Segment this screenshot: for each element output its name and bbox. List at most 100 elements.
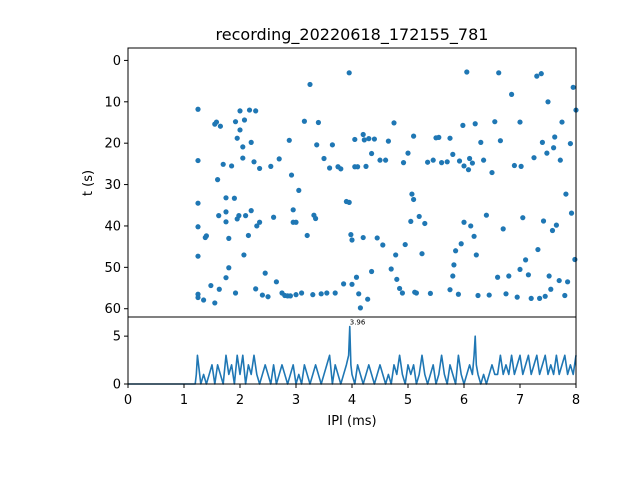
scatter-point: [399, 290, 405, 296]
histogram-y-axis: 05: [113, 330, 128, 393]
scatter-point: [286, 137, 292, 143]
scatter-point: [461, 163, 467, 169]
scatter-point: [360, 131, 366, 138]
scatter-point: [557, 157, 563, 163]
scatter-point: [548, 286, 554, 292]
scatter-point: [565, 279, 571, 285]
scatter-y-tick-label: 10: [104, 95, 121, 110]
scatter-y-axis-label: t (s): [81, 170, 96, 196]
histogram-x-tick-label: 6: [460, 393, 468, 408]
scatter-point: [369, 150, 375, 157]
scatter-point: [503, 291, 509, 297]
scatter-point: [544, 150, 550, 156]
scatter-point: [324, 290, 330, 296]
scatter-point: [394, 276, 400, 282]
scatter-point: [393, 252, 399, 258]
scatter-point: [385, 138, 391, 144]
scatter-point: [369, 268, 375, 275]
scatter-point: [451, 262, 457, 268]
scatter-point: [447, 287, 453, 293]
scatter-point: [251, 159, 257, 165]
scatter-point: [425, 159, 431, 165]
scatter-point: [469, 160, 475, 166]
scatter-point: [514, 294, 520, 300]
scatter-point: [568, 210, 575, 216]
scatter-point: [223, 195, 229, 201]
scatter-point: [430, 157, 436, 163]
scatter-point: [473, 252, 479, 258]
scatter-point: [551, 145, 557, 151]
scatter-point: [411, 196, 417, 203]
scatter-point: [248, 208, 254, 214]
histogram-x-tick-label: 7: [516, 393, 524, 408]
scatter-point: [366, 136, 372, 142]
scatter-point: [538, 71, 544, 77]
scatter-point: [217, 123, 223, 129]
scatter-point: [240, 155, 246, 161]
scatter-point: [511, 162, 517, 169]
scatter-point: [273, 279, 279, 285]
scatter-point: [299, 290, 305, 296]
scatter-point: [208, 282, 214, 289]
scatter-point: [539, 139, 546, 145]
histogram-x-tick-label: 2: [236, 393, 244, 408]
scatter-point: [481, 157, 487, 163]
scatter-point: [315, 119, 321, 126]
scatter-point: [349, 281, 355, 287]
scatter-point: [453, 248, 459, 254]
scatter-point: [327, 165, 333, 171]
scatter-point: [262, 270, 268, 276]
scatter-point: [332, 290, 338, 296]
scatter-point: [307, 81, 313, 88]
scatter-y-axis: 0 10 20 30 40 50 60: [104, 54, 128, 317]
scatter-point: [413, 290, 419, 296]
scatter-point: [518, 163, 524, 169]
histogram-x-axis-label: IPI (ms): [327, 414, 376, 429]
scatter-point: [226, 265, 232, 271]
histogram-y-tick-label: 5: [113, 330, 121, 345]
scatter-point: [257, 165, 263, 172]
scatter-point: [212, 300, 218, 306]
scatter-panel: 0 10 20 30 40 50 60 t (s): [81, 47, 579, 318]
scatter-point: [236, 213, 242, 219]
scatter-point: [537, 295, 543, 301]
scatter-point: [419, 251, 425, 257]
scatter-point: [357, 305, 363, 311]
scatter-y-tick-label: 60: [104, 302, 121, 317]
scatter-point: [465, 167, 472, 173]
scatter-point: [271, 214, 277, 220]
scatter-point: [195, 157, 201, 164]
scatter-point: [534, 73, 540, 79]
scatter-point: [231, 195, 237, 201]
scatter-point: [478, 139, 484, 145]
scatter-point: [195, 200, 201, 206]
scatter-point: [377, 157, 383, 163]
scatter-point: [223, 275, 229, 281]
histogram-series: [128, 325, 577, 385]
scatter-point: [241, 117, 248, 123]
scatter-point: [455, 291, 461, 297]
histogram-x-tick-label: 3: [292, 393, 300, 408]
scatter-point: [563, 191, 569, 197]
scatter-point: [313, 215, 319, 222]
scatter-plot-area: [128, 48, 576, 317]
scatter-point: [411, 133, 417, 139]
scatter-point: [391, 120, 397, 126]
scatter-point: [195, 253, 201, 259]
histogram-x-axis: 0 1 2 3 4 5 6 7 8: [124, 384, 580, 408]
scatter-point: [444, 159, 450, 165]
scatter-point: [353, 274, 360, 280]
scatter-point: [492, 119, 498, 125]
scatter-points: [195, 69, 579, 311]
scatter-point: [349, 237, 355, 243]
scatter-point: [195, 294, 201, 301]
scatter-y-tick-label: 0: [113, 54, 121, 69]
scatter-point: [293, 219, 299, 225]
scatter-point: [552, 134, 558, 140]
scatter-point: [363, 163, 369, 169]
histogram-x-tick-label: 4: [348, 393, 356, 408]
scatter-point: [374, 235, 380, 241]
scatter-point: [489, 169, 495, 176]
